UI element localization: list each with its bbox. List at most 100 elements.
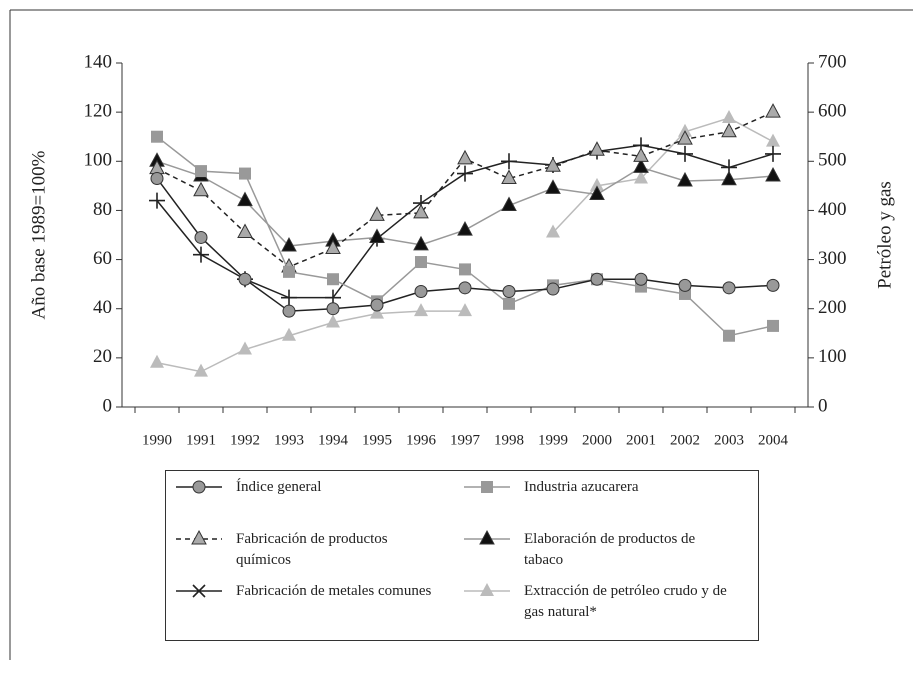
x-tick-label: 1991 bbox=[186, 432, 216, 448]
legend-item: Índice general bbox=[174, 477, 462, 529]
y2-axis-title: Petróleo y gas bbox=[874, 181, 895, 289]
point bbox=[723, 329, 735, 342]
point bbox=[413, 203, 429, 219]
series bbox=[150, 171, 780, 318]
x-tick-label: 2003 bbox=[714, 432, 744, 448]
y-tick-label: 80 bbox=[93, 199, 112, 220]
legend-label: Industria azucarera bbox=[524, 479, 639, 495]
y2-tick-label: 0 bbox=[818, 395, 828, 416]
point bbox=[501, 169, 517, 184]
y2-tick-label: 100 bbox=[818, 346, 847, 367]
point bbox=[195, 165, 207, 178]
x-tick-label: 1999 bbox=[538, 432, 568, 448]
point bbox=[502, 285, 516, 299]
point bbox=[194, 230, 208, 244]
legend-marker bbox=[192, 584, 206, 598]
legend-label: Fabricación de metales comunes bbox=[236, 583, 432, 599]
legend-item: Fabricación de metales comunes bbox=[174, 581, 462, 633]
point bbox=[546, 224, 560, 238]
point bbox=[677, 171, 693, 187]
y-tick-label: 140 bbox=[84, 51, 113, 72]
point bbox=[545, 179, 561, 194]
point bbox=[238, 341, 252, 355]
x-tick-label: 1996 bbox=[406, 432, 437, 448]
point bbox=[414, 285, 428, 299]
point bbox=[415, 256, 427, 269]
x-tick-label: 2002 bbox=[670, 432, 700, 448]
legend: Índice general Industria azucarera Fabrica… bbox=[165, 470, 759, 641]
point bbox=[281, 289, 297, 306]
point bbox=[283, 265, 295, 278]
point bbox=[414, 303, 428, 317]
y2-tick-label: 600 bbox=[818, 101, 847, 122]
x-tick-label: 1997 bbox=[450, 432, 481, 448]
point bbox=[193, 181, 209, 197]
point bbox=[369, 228, 385, 243]
legend-icon bbox=[176, 529, 222, 545]
legend-icon bbox=[464, 583, 510, 596]
point bbox=[282, 327, 296, 341]
point bbox=[721, 170, 737, 186]
point bbox=[722, 110, 736, 124]
point bbox=[501, 196, 517, 212]
legend-label: Fabricación de productos químicos bbox=[236, 531, 388, 568]
y2-tick-label: 200 bbox=[818, 297, 847, 318]
point bbox=[590, 177, 604, 191]
point bbox=[634, 272, 648, 286]
y-tick-label: 100 bbox=[84, 150, 113, 171]
point bbox=[633, 147, 649, 162]
legend-item: Industria azucarera bbox=[462, 477, 750, 529]
point bbox=[237, 223, 253, 239]
point bbox=[678, 278, 692, 292]
point bbox=[479, 529, 495, 545]
x-tick-label: 1993 bbox=[274, 432, 304, 448]
legend-label: Elaboración de productos de tabaco bbox=[524, 531, 696, 568]
point bbox=[722, 281, 736, 295]
point bbox=[193, 246, 209, 263]
point bbox=[151, 130, 163, 143]
y-tick-label: 0 bbox=[103, 395, 113, 416]
point bbox=[458, 281, 472, 295]
x-tick-label: 1992 bbox=[230, 432, 260, 448]
y-tick-label: 120 bbox=[84, 101, 113, 122]
point bbox=[480, 583, 494, 596]
point bbox=[194, 363, 208, 377]
point bbox=[326, 314, 340, 328]
x-tick-label: 1995 bbox=[362, 432, 392, 448]
series bbox=[149, 103, 781, 273]
y-axis-title: Año base 1989=100% bbox=[28, 150, 49, 319]
x-tick-label: 2000 bbox=[582, 432, 612, 448]
point bbox=[767, 319, 779, 332]
point bbox=[481, 481, 493, 493]
y2-tick-label: 700 bbox=[818, 51, 847, 72]
point bbox=[370, 298, 384, 312]
point bbox=[766, 278, 780, 292]
point bbox=[590, 272, 604, 286]
y-tick-label: 20 bbox=[93, 346, 112, 367]
point bbox=[192, 480, 206, 494]
point bbox=[765, 103, 781, 118]
point bbox=[150, 354, 164, 368]
point bbox=[765, 166, 781, 182]
point bbox=[237, 191, 253, 207]
series bbox=[149, 137, 781, 306]
point bbox=[457, 221, 473, 236]
legend-label: Extracción de petróleo crudo y de gas na… bbox=[524, 583, 727, 620]
x-tick-label: 1994 bbox=[318, 432, 349, 448]
point bbox=[589, 185, 605, 200]
point bbox=[503, 297, 515, 310]
x-tick-label: 2004 bbox=[758, 432, 789, 448]
y-tick-label: 60 bbox=[93, 248, 112, 269]
point bbox=[326, 302, 340, 316]
point bbox=[191, 529, 207, 545]
point bbox=[677, 145, 693, 162]
point bbox=[238, 272, 252, 286]
legend-icon bbox=[176, 584, 222, 598]
legend-label: Índice general bbox=[236, 479, 322, 495]
point bbox=[239, 167, 251, 180]
y2-tick-label: 400 bbox=[818, 199, 847, 220]
point bbox=[633, 158, 649, 173]
x-tick-label: 2001 bbox=[626, 432, 656, 448]
